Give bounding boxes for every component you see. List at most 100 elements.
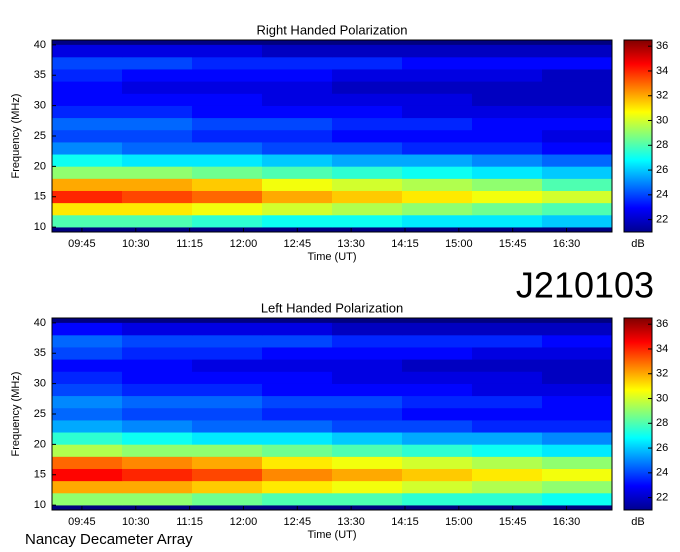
heatmap-cell [122,407,193,421]
heatmap-cell [262,432,333,445]
heatmap-cell [262,129,333,143]
heatmap-cell [402,93,473,106]
heatmap-cell [192,69,263,82]
heatmap-cell [52,480,123,494]
heatmap-cell [542,383,613,397]
heatmap-cell [542,371,613,384]
heatmap-cell [52,44,123,58]
colorbar-tick-label: 24 [656,189,668,201]
heatmap-cell [192,371,263,384]
y-tick-label: 35 [34,69,46,81]
heatmap-cell [542,93,613,106]
heatmap-cell [332,178,403,191]
heatmap-cell [332,154,403,167]
heatmap-cell [192,322,263,336]
heatmap-cell [402,468,473,482]
heatmap-cell [122,154,193,167]
heatmap-cell [122,432,193,445]
heatmap-cell [542,407,613,421]
heatmap-cell [122,335,193,348]
colorbar-tick-label: 32 [656,90,668,102]
heatmap-cell [472,178,543,191]
heatmap-cell [262,44,333,58]
heatmap-cell [52,322,123,336]
heatmap-cell [332,444,403,457]
heatmap-cell [402,142,473,155]
heatmap-cell [472,383,543,397]
heatmap-cell [542,395,613,409]
heatmap-cell [332,322,403,336]
heatmap-cell [192,202,263,216]
heatmap-cell [472,93,543,106]
colorbar-tick-label: 30 [656,114,668,126]
heatmap-cell [472,202,543,216]
heatmap-cell [472,359,543,372]
heatmap-cell [332,93,403,106]
heatmap-cell [52,105,123,119]
heatmap-cell [542,335,613,348]
observation-id: J210103 [516,265,654,306]
heatmap-cell [262,420,333,433]
heatmap-cell [192,214,263,228]
heatmap-cell [122,93,193,106]
heatmap-cell [472,480,543,494]
heatmap-cell [542,202,613,216]
colorbar-tick-label: 34 [656,343,668,355]
heatmap-cell [122,322,193,336]
heatmap-cell [332,69,403,82]
x-tick-label: 12:00 [230,238,258,250]
heatmap-cell [542,190,613,204]
heatmap-cell [472,371,543,384]
heatmap-cell [542,444,613,457]
heatmap-cell [542,81,613,94]
heatmap-cell [192,395,263,409]
heatmap-cell [192,44,263,58]
colorbar-tick-label: 36 [656,40,668,52]
heatmap-cell [472,166,543,179]
heatmap-cell [402,81,473,94]
heatmap-cell [542,480,613,494]
heatmap-cell [402,420,473,433]
heatmap-cell [332,166,403,179]
heatmap-cell [542,178,613,191]
heatmap-cell [542,432,613,445]
colorbar-tick-label: 28 [656,139,668,151]
heatmap-cell [542,154,613,167]
heatmap-cell [402,432,473,445]
heatmap-cell [192,105,263,119]
heatmap-cell [402,492,473,506]
heatmap-cell [402,456,473,469]
heatmap-cell [402,117,473,131]
heatmap-cell [262,57,333,70]
y-axis-label: Frequency (MHz) [10,372,22,457]
heatmap-cell [472,44,543,58]
heatmap-cell [192,142,263,155]
heatmap-cell [472,335,543,348]
heatmap-cell [122,492,193,506]
heatmap-cell [192,480,263,494]
heatmap-cell [402,395,473,409]
x-tick-label: 12:00 [230,516,258,528]
heatmap-cell [472,190,543,204]
heatmap-cell [332,432,403,445]
heatmap-cell [332,81,403,94]
y-tick-label: 30 [34,378,46,390]
heatmap-cell [262,480,333,494]
heatmap-cell [192,444,263,457]
heatmap-cell [402,322,473,336]
heatmap-cell [122,81,193,94]
x-tick-label: 16:30 [553,516,581,528]
heatmap-cell [332,57,403,70]
heatmap-cell [542,117,613,131]
heatmap-cell [262,105,333,119]
heatmap-cell [472,492,543,506]
y-tick-label: 10 [34,221,46,233]
heatmap-cell [472,432,543,445]
colorbar-tick-label: 24 [656,467,668,479]
heatmap-cell [192,347,263,360]
heatmap-cell [402,383,473,397]
heatmap-cell [472,69,543,82]
heatmap-cell [402,166,473,179]
heatmap-cell [472,81,543,94]
